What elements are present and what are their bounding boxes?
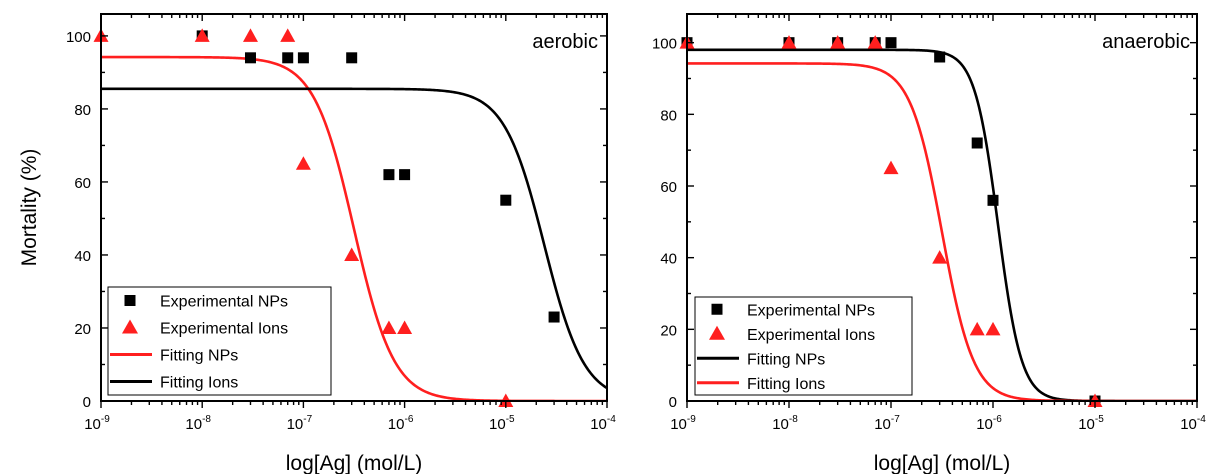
x-tick-label: 10-8 bbox=[185, 414, 211, 433]
y-tick-label: 60 bbox=[74, 175, 91, 192]
y-tick-label: 0 bbox=[669, 394, 677, 411]
data-point-np bbox=[399, 169, 411, 181]
data-point-ion bbox=[985, 321, 1001, 336]
data-point-ion bbox=[883, 160, 899, 175]
legend-symbol-square bbox=[711, 303, 723, 315]
y-axis-label: Mortality (%) bbox=[18, 149, 41, 267]
x-tick-label: 10-4 bbox=[590, 414, 616, 433]
y-tick-label: 100 bbox=[66, 29, 91, 46]
x-tick-label: 10-9 bbox=[670, 414, 696, 433]
data-point-ion bbox=[344, 247, 360, 261]
y-tick-label: 20 bbox=[660, 322, 677, 339]
y-tick-label: 20 bbox=[74, 321, 91, 338]
data-point-ion bbox=[242, 28, 258, 42]
data-point-np bbox=[971, 137, 983, 149]
y-tick-label: 40 bbox=[660, 251, 677, 268]
legend-label: Experimental NPs bbox=[747, 302, 875, 319]
legend-box bbox=[107, 286, 332, 396]
y-tick-label: 60 bbox=[660, 179, 677, 196]
y-tick-label: 40 bbox=[74, 248, 91, 265]
data-point-np bbox=[383, 169, 395, 181]
data-point-np bbox=[244, 52, 256, 64]
y-tick-label: 80 bbox=[660, 107, 677, 124]
legend-label: Experimental Ions bbox=[747, 327, 875, 344]
y-tick-label: 100 bbox=[652, 36, 677, 53]
chart-panel-anaerobic: 10-9 10-8 10-7 10-6 10-5 10-4 0 20 40 60 80 100 log[… bbox=[652, 13, 1206, 474]
data-point-ion bbox=[397, 320, 413, 334]
data-point-np bbox=[282, 52, 294, 64]
legend: Experimental NPs Experimental Ions Fitting… bbox=[107, 286, 332, 396]
x-tick-label: 10-6 bbox=[388, 414, 414, 433]
legend-label: Fitting NPs bbox=[747, 351, 825, 368]
legend-label: Experimental Ions bbox=[160, 321, 288, 338]
x-tick-label: 10-6 bbox=[976, 414, 1002, 433]
legend-label: Fitting Ions bbox=[747, 376, 825, 393]
chart-panel-aerobic: 10-9 10-8 10-7 10-6 10-5 10-4 0 20 40 60 80 100 log[… bbox=[18, 13, 616, 474]
data-point-ion bbox=[932, 250, 948, 264]
legend-symbol-triangle bbox=[122, 319, 138, 334]
x-tick-label: 10-5 bbox=[489, 414, 515, 433]
data-point-np bbox=[346, 52, 358, 64]
x-tick-label: 10-5 bbox=[1078, 414, 1104, 433]
data-point-ion bbox=[969, 321, 985, 336]
x-tick-label: 10-4 bbox=[1180, 414, 1206, 433]
data-point-ion bbox=[867, 35, 883, 49]
data-point-ion bbox=[381, 320, 397, 334]
x-tick-label: 10-8 bbox=[772, 414, 798, 433]
x-tick-label: 10-9 bbox=[84, 414, 110, 433]
legend-symbol-triangle bbox=[709, 325, 725, 340]
y-tick-label: 0 bbox=[83, 394, 91, 411]
data-point-np bbox=[987, 194, 999, 206]
x-axis-label: log[Ag] (mol/L) bbox=[874, 452, 1011, 474]
plot-frame bbox=[686, 13, 1198, 402]
condition-label: aerobic bbox=[532, 31, 598, 53]
x-tick-label: 10-7 bbox=[874, 414, 900, 433]
legend-box bbox=[694, 296, 913, 396]
x-axis-label: log[Ag] (mol/L) bbox=[286, 452, 423, 474]
legend-symbol-square bbox=[124, 295, 136, 306]
condition-label: anaerobic bbox=[1102, 31, 1190, 53]
data-point-ion bbox=[830, 35, 846, 49]
legend-label: Fitting NPs bbox=[160, 348, 238, 365]
data-point-ion bbox=[280, 28, 296, 42]
plot-frame bbox=[100, 13, 608, 402]
data-point-ion bbox=[295, 156, 311, 170]
data-point-np bbox=[885, 37, 897, 49]
y-tick-label: 80 bbox=[74, 102, 91, 119]
data-point-np bbox=[297, 52, 309, 64]
data-point-ion bbox=[194, 28, 210, 42]
legend-label: Experimental NPs bbox=[160, 294, 288, 311]
data-point-np bbox=[548, 311, 560, 323]
data-point-np bbox=[934, 51, 946, 63]
legend: Experimental NPs Experimental Ions Fitting… bbox=[694, 296, 913, 396]
data-point-ion bbox=[781, 35, 797, 49]
x-tick-label: 10-7 bbox=[287, 414, 313, 433]
data-point-np bbox=[500, 194, 512, 206]
legend-label: Fitting Ions bbox=[160, 375, 238, 392]
fit-curve-fitting-ions bbox=[101, 87, 607, 390]
